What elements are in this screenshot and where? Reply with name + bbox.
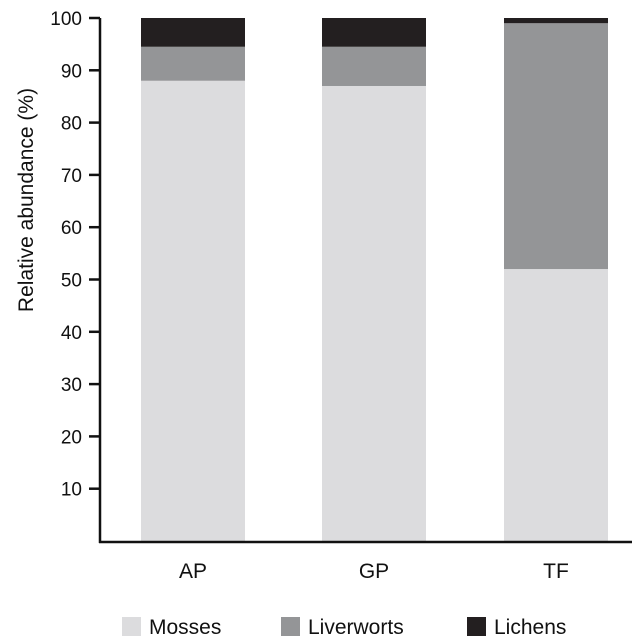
y-tick-label: 50 bbox=[61, 271, 82, 292]
y-tick-label: 70 bbox=[61, 166, 82, 187]
legend-swatch-lichens bbox=[467, 617, 486, 636]
y-ticks-group: 10 20 30 40 50 60 70 80 90 100 bbox=[50, 9, 100, 501]
y-tick-label: 40 bbox=[61, 323, 82, 344]
legend-label-lichens: Lichens bbox=[494, 616, 566, 637]
legend-swatch-liverworts bbox=[281, 617, 300, 636]
bar-tf-mosses bbox=[504, 269, 608, 541]
y-tick-label: 20 bbox=[61, 427, 82, 448]
legend-label-liverworts: Liverworts bbox=[308, 616, 404, 637]
y-tick-label: 60 bbox=[61, 218, 82, 239]
bar-gp-liverworts bbox=[322, 46, 426, 86]
y-tick-label: 100 bbox=[50, 9, 82, 30]
bar-ap-liverworts bbox=[141, 46, 245, 81]
bar-gp-lichens bbox=[322, 18, 426, 47]
bar-ap-lichens bbox=[141, 18, 245, 47]
x-tick-label: GP bbox=[359, 560, 389, 583]
y-tick-label: 80 bbox=[61, 114, 82, 135]
legend-label-mosses: Mosses bbox=[149, 616, 221, 637]
bar-tf-liverworts bbox=[504, 23, 608, 270]
x-tick-label: AP bbox=[179, 560, 207, 583]
bars-group bbox=[141, 18, 608, 542]
x-labels-group: AP GP TF bbox=[179, 560, 569, 583]
legend-swatch-mosses bbox=[122, 617, 141, 636]
bar-gp-mosses bbox=[322, 85, 426, 542]
y-axis-title: Relative abundance (%) bbox=[15, 88, 38, 312]
bar-tf-lichens bbox=[504, 18, 608, 24]
y-tick-label: 10 bbox=[61, 480, 82, 501]
x-tick-label: TF bbox=[543, 560, 569, 583]
y-tick-label: 30 bbox=[61, 375, 82, 396]
legend: Mosses Liverworts Lichens bbox=[122, 616, 566, 637]
y-tick-label: 90 bbox=[61, 61, 82, 82]
bar-ap-mosses bbox=[141, 80, 245, 541]
